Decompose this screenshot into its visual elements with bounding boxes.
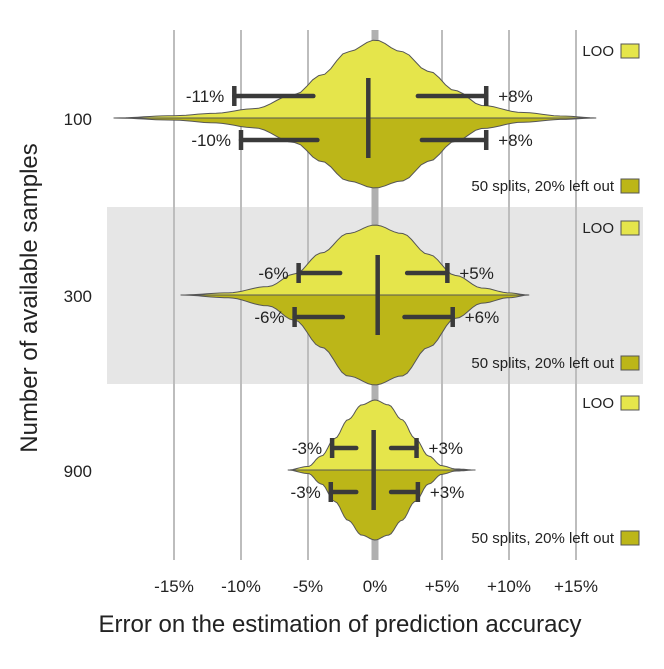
pct-label-high-splits-900: +3% bbox=[430, 483, 465, 502]
legend-label-loo: LOO bbox=[582, 395, 614, 412]
legend-label-loo: LOO bbox=[582, 220, 614, 237]
legend-swatch-splits bbox=[620, 355, 640, 371]
x-axis-title: Error on the estimation of prediction ac… bbox=[99, 611, 582, 638]
x-tick-label: +10% bbox=[487, 577, 531, 596]
violin-loo-100 bbox=[113, 39, 597, 119]
violin-group-900: -3% +3% -3% +3% bbox=[287, 399, 476, 541]
pct-label-high-loo-900: +3% bbox=[429, 439, 464, 458]
pct-label-high-splits-100: +8% bbox=[498, 131, 532, 150]
x-tick-label: -5% bbox=[293, 577, 323, 596]
pct-label-low-loo-300: -6% bbox=[258, 264, 288, 283]
pct-label-low-splits-300: -6% bbox=[254, 308, 284, 327]
pct-label-low-splits-100: -10% bbox=[191, 131, 231, 150]
legend-label-splits: 50 splits, 20% left out bbox=[471, 530, 614, 547]
violin-splits-900 bbox=[287, 469, 476, 541]
violin-group-300: -6% +5% -6% +6% bbox=[180, 224, 530, 386]
violin-loo-900 bbox=[287, 399, 476, 471]
legend-swatch-loo bbox=[620, 220, 640, 236]
y-group-label-900: 900 bbox=[64, 462, 92, 481]
pct-label-high-loo-300: +5% bbox=[459, 264, 494, 283]
x-tick-label: -15% bbox=[154, 577, 194, 596]
legend-900: LOO 50 splits, 20% left out bbox=[471, 395, 640, 547]
violin-group-100: -11% +8% -10% +8% bbox=[113, 39, 597, 189]
y-group-label-100: 100 bbox=[64, 110, 92, 129]
y-axis-title: Number of available samples bbox=[16, 143, 43, 452]
violin-loo-300 bbox=[180, 224, 530, 296]
legend-100: LOO 50 splits, 20% left out bbox=[471, 43, 640, 195]
x-tick-label: 0% bbox=[363, 577, 388, 596]
pct-label-low-loo-100: -11% bbox=[186, 87, 224, 106]
legend-swatch-splits bbox=[620, 178, 640, 194]
legend-swatch-loo bbox=[620, 395, 640, 411]
y-group-label-300: 300 bbox=[64, 287, 92, 306]
pct-label-high-loo-100: +8% bbox=[498, 87, 532, 106]
legend-swatch-splits bbox=[620, 530, 640, 546]
pct-label-low-loo-900: -3% bbox=[292, 439, 322, 458]
legend-label-splits: 50 splits, 20% left out bbox=[471, 355, 614, 372]
legend-300: LOO 50 splits, 20% left out bbox=[471, 220, 640, 372]
legend-label-loo: LOO bbox=[582, 43, 614, 60]
legend-label-splits: 50 splits, 20% left out bbox=[471, 178, 614, 195]
pct-label-high-splits-300: +6% bbox=[465, 308, 500, 327]
pct-label-low-splits-900: -3% bbox=[291, 483, 321, 502]
violin-splits-100 bbox=[113, 117, 597, 189]
y-group-labels: 100 300 900 bbox=[64, 110, 92, 481]
x-tick-labels: -15% -10% -5% 0% +5% +10% +15% bbox=[154, 577, 598, 596]
legend-swatch-loo bbox=[620, 43, 640, 59]
legends: LOO 50 splits, 20% left out LOO 50 splits, … bbox=[471, 43, 640, 547]
violins: -11% +8% -10% +8% -6% +5% -6% +6% -3% +3% -3% +3% bbox=[113, 39, 597, 541]
x-tick-label: +15% bbox=[554, 577, 598, 596]
x-tick-label: -10% bbox=[221, 577, 261, 596]
x-tick-label: +5% bbox=[425, 577, 460, 596]
